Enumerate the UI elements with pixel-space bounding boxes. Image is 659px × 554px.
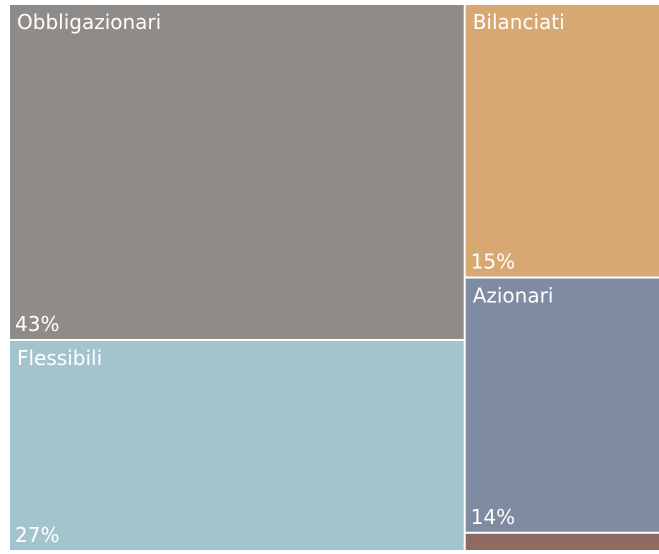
- tile-value: 14%: [471, 505, 515, 529]
- tile: [465, 5, 659, 277]
- tile: [465, 278, 659, 532]
- tile-value: 27%: [15, 523, 59, 547]
- tile-label: Bilanciati: [473, 10, 565, 34]
- tile-value: 43%: [15, 312, 59, 336]
- tile: [10, 341, 464, 550]
- tile: [10, 5, 464, 340]
- tile-value: 15%: [471, 250, 515, 274]
- tile-label: Flessibili: [17, 346, 102, 370]
- tile-label: Obbligazionari: [17, 10, 161, 34]
- tile: [465, 533, 659, 550]
- tile-label: Azionari: [473, 284, 554, 308]
